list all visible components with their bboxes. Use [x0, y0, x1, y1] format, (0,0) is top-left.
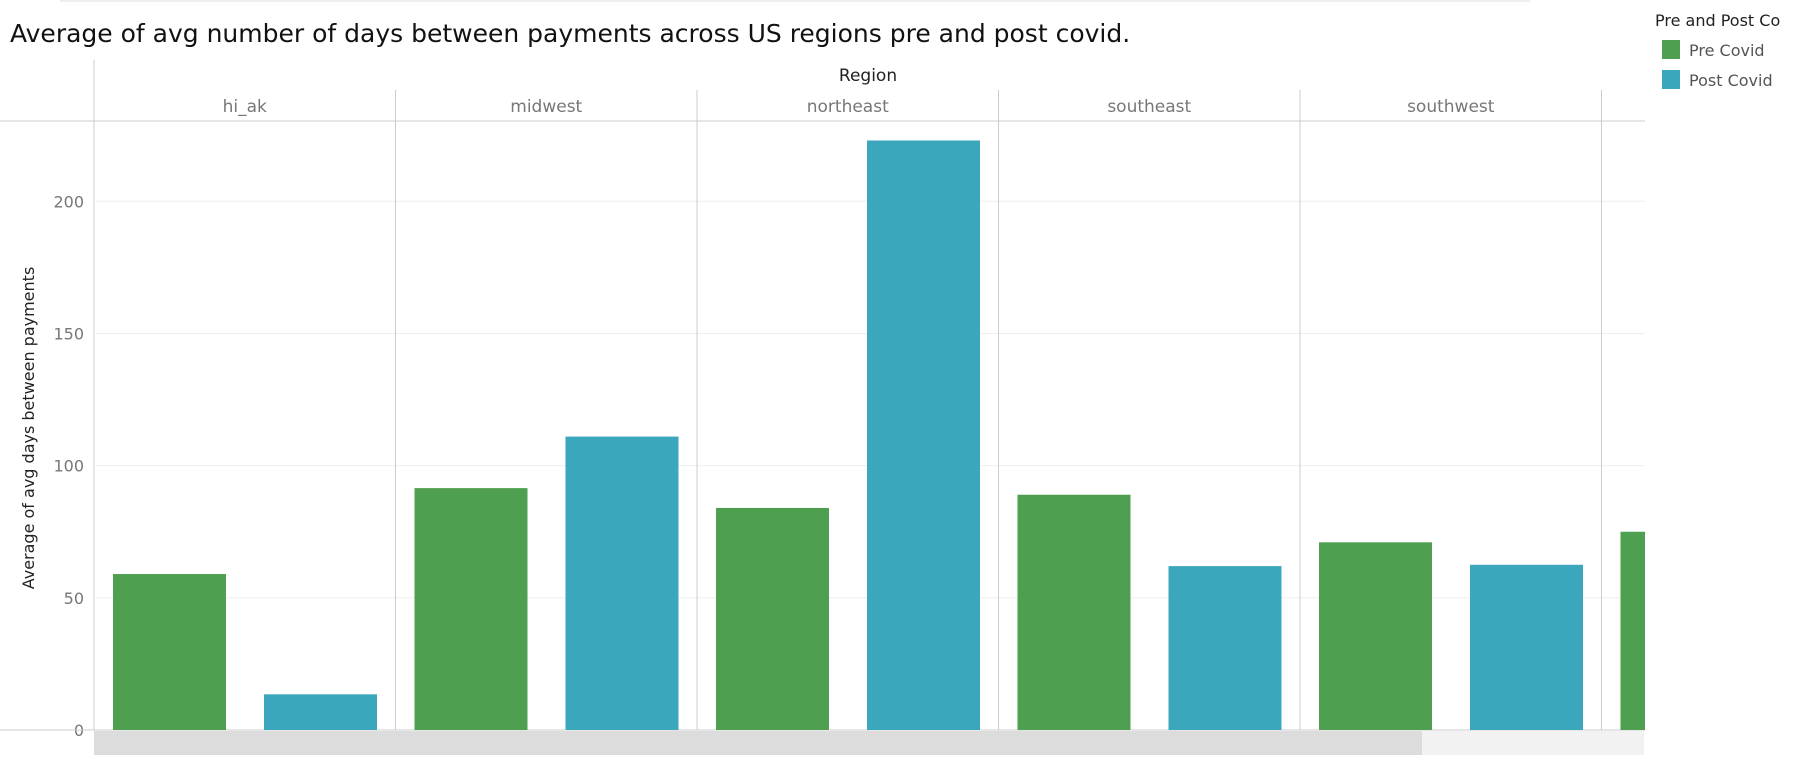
bar-northeast-post-covid[interactable]	[867, 140, 980, 731]
bar-hi_ak-post-covid[interactable]	[264, 694, 377, 730]
scrollbar-thumb[interactable]	[94, 731, 1422, 755]
region-label-southwest: southwest	[1407, 97, 1495, 117]
legend-label-post-covid[interactable]: Post Covid	[1689, 71, 1773, 90]
bar-partial-pre-covid[interactable]	[1620, 531, 1646, 730]
y-tick-label: 50	[64, 589, 84, 608]
bar-hi_ak-pre-covid[interactable]	[113, 574, 226, 730]
column-header: Region	[839, 66, 897, 86]
legend-title: Pre and Post Co	[1655, 11, 1780, 30]
bar-southwest-post-covid[interactable]	[1470, 564, 1583, 730]
region-label-northeast: northeast	[807, 97, 889, 117]
region-label-hi_ak: hi_ak	[223, 97, 267, 117]
legend-label-pre-covid[interactable]: Pre Covid	[1689, 41, 1765, 60]
bar-southwest-pre-covid[interactable]	[1319, 542, 1432, 730]
y-axis-label: Average of avg days between payments	[19, 267, 38, 590]
region-label-midwest: midwest	[510, 97, 582, 117]
legend[interactable]: Pre and Post Co Pre Covid Post Covid	[1655, 11, 1780, 90]
chart-title: Average of avg number of days between pa…	[10, 19, 1130, 48]
bar-northeast-pre-covid[interactable]	[716, 507, 829, 730]
bar-midwest-pre-covid[interactable]	[414, 488, 528, 730]
legend-swatch-pre-covid[interactable]	[1662, 40, 1680, 59]
y-tick-label: 150	[53, 324, 84, 343]
bar-midwest-post-covid[interactable]	[565, 436, 679, 730]
bar-southeast-pre-covid[interactable]	[1017, 494, 1131, 730]
y-tick-label: 100	[53, 457, 84, 476]
region-label-southeast: southeast	[1107, 97, 1191, 117]
bar-southeast-post-covid[interactable]	[1168, 566, 1282, 730]
legend-swatch-post-covid[interactable]	[1662, 70, 1680, 89]
y-tick-label: 200	[53, 192, 84, 211]
